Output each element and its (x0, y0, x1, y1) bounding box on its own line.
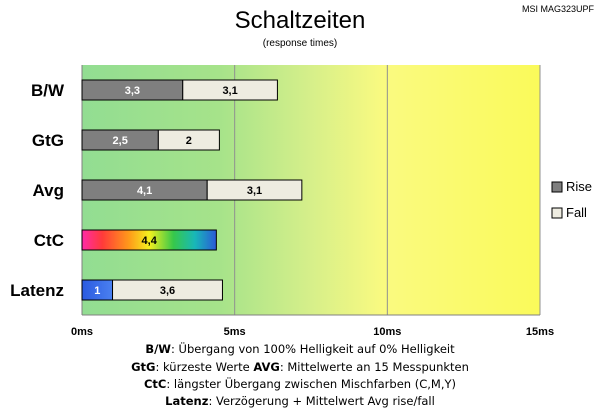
x-tick-label-0: 0ms (71, 326, 93, 338)
category-label-avg: Avg (33, 181, 65, 200)
footer-key-avg: AVG (253, 360, 280, 374)
x-tick-label-5: 5ms (224, 326, 246, 338)
footer-text-latenz: : Verzögerung + Mittelwert Avg rise/fall (208, 394, 435, 408)
legend-swatch-fall (551, 207, 563, 219)
bar-label-fall-avg: 3,1 (247, 185, 262, 197)
chart-title: Schaltzeiten (235, 7, 366, 34)
footer-text-bw: : Übergang von 100% Helligkeit auf 0% He… (171, 342, 455, 356)
x-tick-labels: 0ms 5ms 10ms 15ms (71, 326, 554, 338)
x-tick-label-10: 10ms (373, 326, 401, 338)
bar-label-rise-ctc: 4,4 (142, 235, 158, 247)
category-label-ctc: CtC (34, 231, 64, 250)
bar-label-rise-gtg: 2,5 (113, 135, 128, 147)
legend-label-rise: Rise (566, 179, 592, 194)
legend-swatch-rise (551, 181, 563, 193)
bars: 3,3 3,1 2,5 2 4,1 3,1 4,4 1 3,6 (81, 79, 303, 301)
bar-label-rise-avg: 4,1 (137, 185, 152, 197)
footer-key-latenz: Latenz (165, 394, 209, 408)
model-label: MSI MAG323UPF (522, 4, 595, 14)
bar-label-fall-latenz: 3,6 (160, 285, 175, 297)
footer-text-gtg: : kürzeste Werte (155, 360, 250, 374)
chart-subtitle: (response times) (263, 38, 337, 49)
category-label-latenz: Latenz (10, 281, 64, 300)
legend: Rise Fall (551, 179, 592, 220)
footer-text-avg: : Mittelwerte an 15 Messpunkten (279, 360, 469, 374)
footer-key-bw: B/W (145, 342, 171, 356)
category-label-bw: B/W (31, 81, 65, 100)
footer-key-ctc: CtC (143, 377, 167, 391)
bar-fall-avg (206, 179, 303, 201)
bar-label-fall-bw: 3,1 (222, 85, 237, 97)
footer-line-4: Latenz: Verzögerung + Mittelwert Avg ris… (0, 394, 600, 408)
bar-label-rise-bw: 3,3 (125, 85, 140, 97)
category-label-gtg: GtG (32, 131, 64, 150)
bar-fall-bw (182, 79, 278, 101)
footer-key-gtg: GtG (131, 360, 156, 374)
bar-label-fall-gtg: 2 (186, 135, 192, 147)
footer-text-ctc: : längster Übergang zwischen Mischfarben… (166, 377, 456, 391)
bar-label-rise-latenz: 1 (94, 285, 100, 297)
footer-line-1: B/W: Übergang von 100% Helligkeit auf 0%… (0, 342, 600, 356)
bar-fall-gtg (157, 129, 220, 151)
category-labels: B/W GtG Avg CtC Latenz (10, 81, 65, 300)
x-tick-label-15: 15ms (526, 326, 554, 338)
bar-fall-latenz (112, 279, 223, 301)
legend-label-fall: Fall (566, 205, 587, 220)
footer-line-2: GtG: kürzeste Werte AVG: Mittelwerte an … (0, 360, 600, 374)
bar-rise-ctc (81, 229, 217, 251)
footer-line-3: CtC: längster Übergang zwischen Mischfar… (0, 377, 600, 391)
